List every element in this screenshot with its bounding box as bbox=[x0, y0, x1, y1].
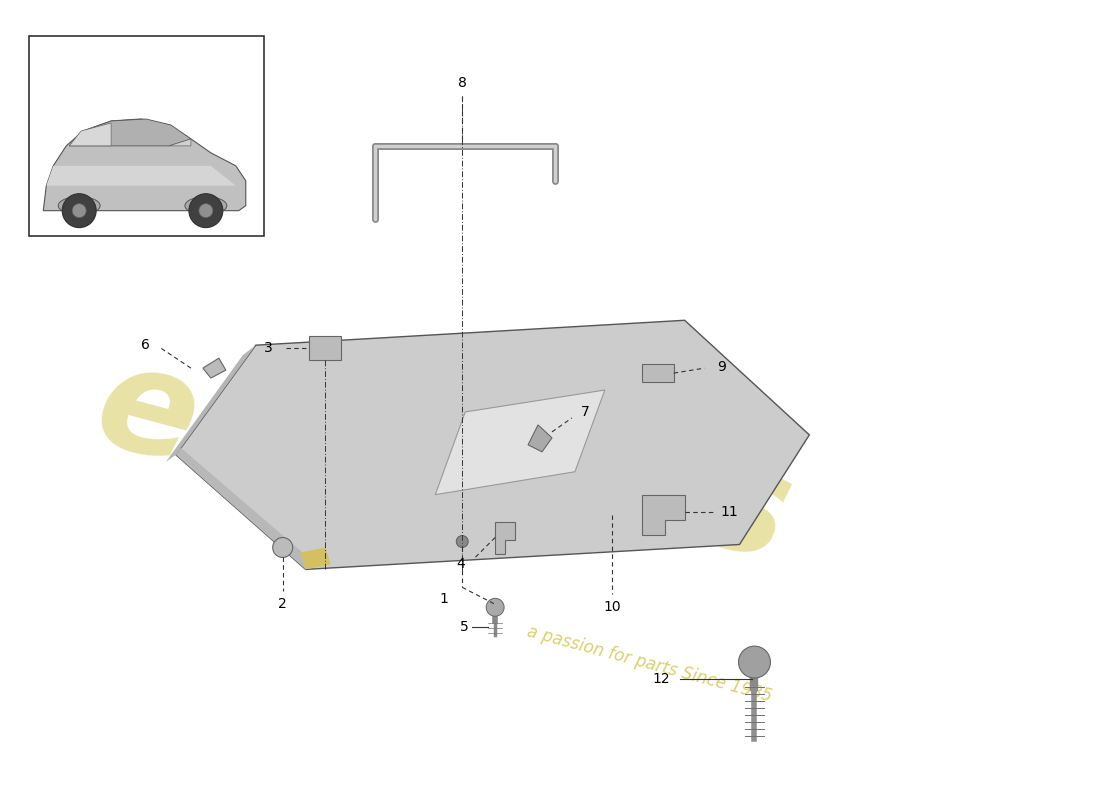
Bar bbox=[30, 36, 264, 235]
Text: 5: 5 bbox=[460, 620, 469, 634]
Polygon shape bbox=[166, 345, 255, 462]
Text: 7: 7 bbox=[581, 405, 590, 419]
Polygon shape bbox=[495, 522, 515, 554]
Circle shape bbox=[456, 535, 469, 547]
Polygon shape bbox=[46, 166, 235, 186]
Circle shape bbox=[199, 204, 213, 218]
Text: 6: 6 bbox=[141, 338, 150, 352]
Bar bbox=[641, 364, 673, 382]
Circle shape bbox=[63, 194, 96, 228]
Polygon shape bbox=[176, 448, 310, 570]
Text: res: res bbox=[520, 388, 805, 591]
Polygon shape bbox=[169, 139, 191, 146]
Text: 3: 3 bbox=[264, 341, 273, 355]
Text: euro: euro bbox=[81, 334, 480, 566]
Bar bbox=[309, 336, 341, 360]
Polygon shape bbox=[436, 390, 605, 494]
Polygon shape bbox=[69, 123, 111, 146]
Circle shape bbox=[486, 598, 504, 616]
Text: 9: 9 bbox=[717, 360, 726, 374]
Polygon shape bbox=[300, 547, 331, 570]
Text: 4: 4 bbox=[455, 558, 464, 571]
Text: 50: 50 bbox=[295, 334, 506, 505]
Text: 10: 10 bbox=[603, 600, 620, 614]
Polygon shape bbox=[641, 494, 684, 534]
Circle shape bbox=[738, 646, 770, 678]
Text: 1: 1 bbox=[440, 592, 449, 606]
Text: 12: 12 bbox=[653, 672, 671, 686]
Circle shape bbox=[73, 204, 86, 218]
Polygon shape bbox=[528, 425, 552, 452]
Text: 11: 11 bbox=[720, 505, 738, 518]
Polygon shape bbox=[202, 358, 226, 378]
Polygon shape bbox=[43, 119, 245, 210]
Polygon shape bbox=[69, 119, 191, 146]
Circle shape bbox=[189, 194, 223, 228]
Polygon shape bbox=[176, 320, 810, 570]
Circle shape bbox=[273, 538, 293, 558]
Text: a passion for parts Since 1985: a passion for parts Since 1985 bbox=[526, 622, 774, 706]
Ellipse shape bbox=[185, 197, 227, 214]
Text: 2: 2 bbox=[278, 598, 287, 611]
Ellipse shape bbox=[58, 197, 100, 214]
Text: 8: 8 bbox=[458, 76, 466, 90]
